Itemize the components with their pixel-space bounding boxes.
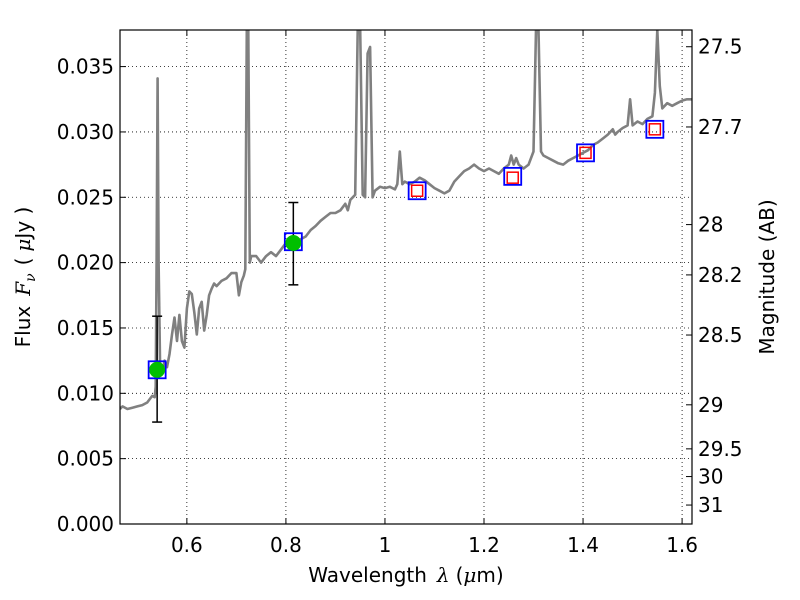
y-tick-label: 0.030 <box>57 120 114 144</box>
right-tick-label: 28.2 <box>698 263 743 287</box>
right-tick-label: 30 <box>698 465 723 489</box>
upper-limit-square <box>410 184 424 197</box>
y-tick-label: 0.010 <box>57 381 114 405</box>
observed-point <box>149 361 166 378</box>
x-tick-label: 1.6 <box>666 533 698 557</box>
y-axis-label-left: Flux Fν ( μJy ) <box>11 207 39 348</box>
y-tick-label: 0.020 <box>57 251 114 275</box>
y-axis-label-left-sub: ν <box>23 273 39 282</box>
model-square <box>645 119 665 139</box>
x-axis-label: Wavelength λ (μm) <box>308 563 503 587</box>
grid-lines <box>120 30 692 524</box>
right-tick-label: 29.5 <box>698 437 743 461</box>
y-tick-label: 0.015 <box>57 316 114 340</box>
x-axis-label-prefix: Wavelength <box>308 563 427 587</box>
right-tick-label: 29 <box>698 393 723 417</box>
y-axis-label-left-symbol: F <box>11 281 35 297</box>
axis-ticks: 0.6 0.8 1 1.2 1.4 1.6 0.000 0.005 0.010 0.015 0.02… <box>57 30 743 557</box>
x-axis-label-symbol: λ <box>436 563 450 587</box>
photometry-markers <box>147 119 665 423</box>
right-tick-label: 27.7 <box>698 115 743 139</box>
x-axis-label-unit-close: m) <box>476 563 503 587</box>
upper-limit-square <box>579 146 592 160</box>
x-tick-label: 0.8 <box>270 533 302 557</box>
x-axis-label-unit-open: ( <box>456 563 464 587</box>
right-tick-label: 31 <box>698 493 723 517</box>
upper-limit-square <box>506 171 519 184</box>
right-tick-label: 28 <box>698 213 723 237</box>
y-axis-label-right: Magnitude (AB) <box>755 199 779 354</box>
y-axis-label-left-unit-open: ( <box>11 258 35 266</box>
model-square <box>147 360 167 380</box>
y-axis-label-left-unit-close: Jy ) <box>11 207 35 241</box>
y-tick-label: 0.005 <box>57 447 114 471</box>
upper-limit-square <box>648 123 662 136</box>
x-tick-label: 1.2 <box>468 533 500 557</box>
x-tick-label: 1.4 <box>567 533 599 557</box>
x-tick-label: 1 <box>379 533 392 557</box>
model-square <box>503 166 523 186</box>
y-tick-label: 0.035 <box>57 55 114 79</box>
right-tick-label: 28.5 <box>698 323 743 347</box>
x-axis-label-unit-mu: μ <box>463 563 476 587</box>
model-square <box>576 143 595 163</box>
y-axis-label-left-unit-mu: μ <box>11 239 35 252</box>
sed-series <box>120 30 692 411</box>
right-tick-label: 27.5 <box>698 35 743 59</box>
sed-line <box>120 30 692 411</box>
plot-frame <box>119 29 693 525</box>
x-tick-label: 0.6 <box>171 533 203 557</box>
y-tick-label: 0.000 <box>57 512 114 536</box>
y-tick-label: 0.025 <box>57 185 114 209</box>
y-axis-label-left-prefix: Flux <box>11 306 35 348</box>
observed-point <box>285 235 302 252</box>
model-square <box>407 181 427 201</box>
